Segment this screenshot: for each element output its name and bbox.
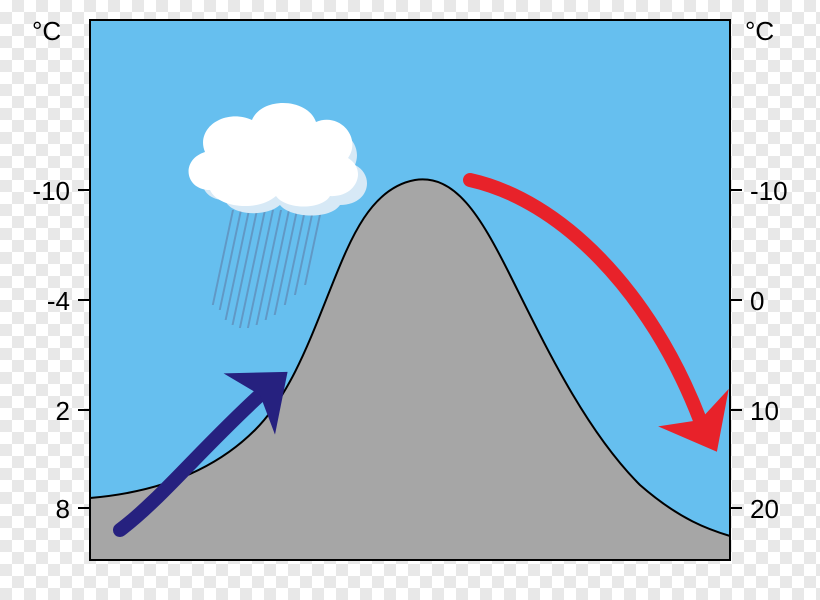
right-tick-1: 0 — [750, 288, 764, 314]
left-tick-3: 8 — [56, 496, 70, 522]
right-ticks — [730, 190, 742, 508]
right-tick-3: 20 — [750, 496, 779, 522]
diagram-svg — [0, 0, 820, 600]
left-tick-0: -10 — [32, 178, 70, 204]
unit-right: °C — [745, 18, 774, 44]
unit-left: °C — [32, 18, 61, 44]
right-tick-0: -10 — [750, 178, 788, 204]
right-tick-2: 10 — [750, 398, 779, 424]
foehn-diagram: °C °C -10 -4 2 8 -10 0 10 20 — [0, 0, 820, 600]
left-ticks — [78, 190, 90, 508]
left-tick-2: 2 — [56, 398, 70, 424]
left-tick-1: -4 — [47, 288, 70, 314]
